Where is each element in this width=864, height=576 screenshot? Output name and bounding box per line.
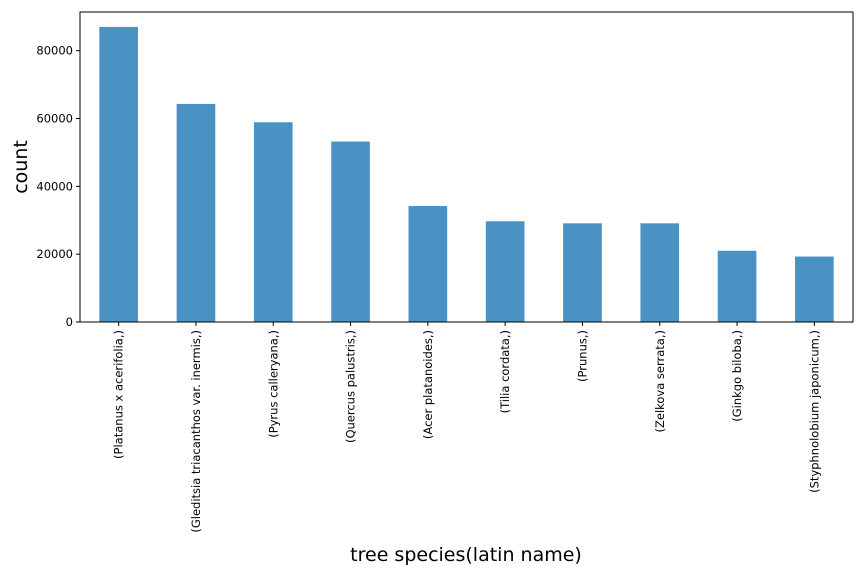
x-tick-label-3: (Quercus palustris,)	[344, 330, 358, 443]
bar-7	[640, 223, 680, 322]
bar-0	[99, 26, 138, 323]
bar-6	[563, 223, 602, 322]
x-tick-label-8: (Ginkgo biloba,)	[730, 330, 744, 422]
bar-2	[253, 122, 293, 322]
x-tick-label-4: (Acer platanoides,)	[421, 330, 435, 439]
x-axis: (Platanus x acerifolia,) (Gleditsia triac…	[112, 322, 821, 533]
bar-1	[176, 103, 216, 322]
y-axis-label: count	[10, 140, 32, 194]
x-tick-label-0: (Platanus x acerifolia,)	[112, 330, 126, 459]
x-tick-label-9: (Styphnolobium japonicum,)	[807, 330, 821, 493]
y-tick-label-1: 20000	[36, 247, 73, 261]
plot-frame	[79, 11, 854, 323]
x-axis-label: tree species(latin name)	[350, 544, 582, 566]
bar-4	[408, 206, 448, 322]
bar-9	[795, 256, 834, 322]
x-tick-label-6: (Prunus,)	[575, 330, 589, 382]
x-tick-label-7: (Zelkova serrata,)	[653, 330, 667, 433]
bar-5	[485, 221, 525, 322]
y-tick-label-3: 60000	[36, 111, 73, 125]
y-tick-label-0: 0	[66, 315, 73, 329]
bar-8	[717, 250, 757, 322]
y-axis: 0 20000 40000 60000 80000	[36, 44, 80, 329]
x-tick-label-1: (Gleditsia triacanthos var. inermis,)	[189, 330, 203, 533]
y-tick-label-4: 80000	[36, 44, 73, 58]
x-tick-label-2: (Pyrus calleryana,)	[266, 330, 280, 438]
x-tick-label-5: (Tilia cordata,)	[498, 330, 512, 413]
y-tick-label-2: 40000	[36, 179, 73, 193]
bar-3	[331, 141, 370, 322]
bars-group	[99, 26, 834, 323]
